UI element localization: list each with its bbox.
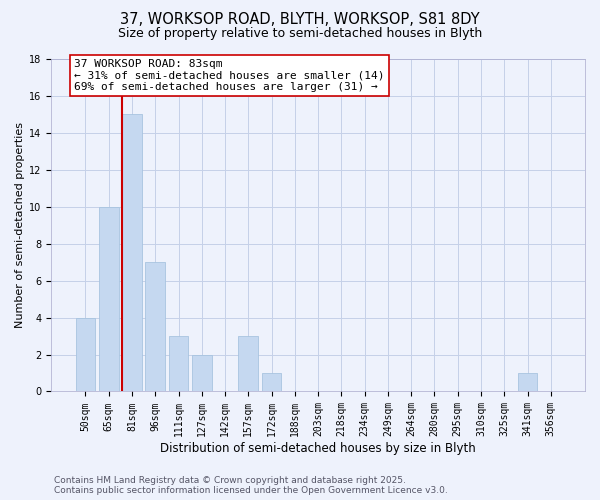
Bar	[238, 336, 258, 392]
Bar	[518, 373, 538, 392]
Text: Contains HM Land Registry data © Crown copyright and database right 2025.
Contai: Contains HM Land Registry data © Crown c…	[54, 476, 448, 495]
Bar	[145, 262, 165, 392]
X-axis label: Distribution of semi-detached houses by size in Blyth: Distribution of semi-detached houses by …	[160, 442, 476, 455]
Text: 37 WORKSOP ROAD: 83sqm
← 31% of semi-detached houses are smaller (14)
69% of sem: 37 WORKSOP ROAD: 83sqm ← 31% of semi-det…	[74, 59, 385, 92]
Text: Size of property relative to semi-detached houses in Blyth: Size of property relative to semi-detach…	[118, 28, 482, 40]
Bar	[99, 207, 119, 392]
Bar	[169, 336, 188, 392]
Y-axis label: Number of semi-detached properties: Number of semi-detached properties	[15, 122, 25, 328]
Bar	[192, 354, 212, 392]
Bar	[262, 373, 281, 392]
Text: 37, WORKSOP ROAD, BLYTH, WORKSOP, S81 8DY: 37, WORKSOP ROAD, BLYTH, WORKSOP, S81 8D…	[120, 12, 480, 28]
Bar	[76, 318, 95, 392]
Bar	[122, 114, 142, 392]
